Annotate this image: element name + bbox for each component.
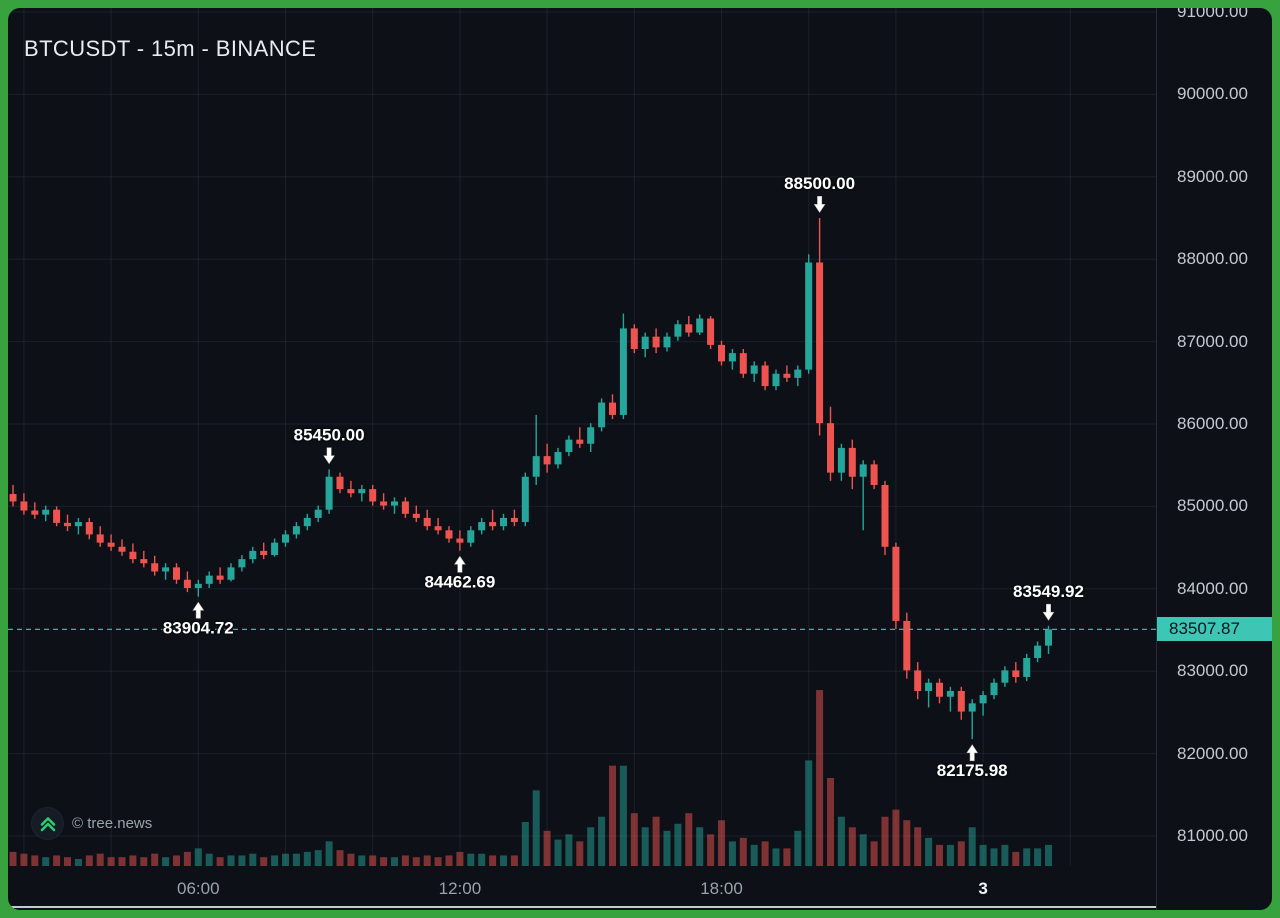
price-annotation: 88500.00	[782, 172, 857, 214]
price-tick-label: 91000.00	[1177, 8, 1248, 21]
chart-canvas[interactable]: 83904.72 85450.00 84462.69 88500.00 82175.98…	[8, 8, 1156, 866]
arrow-down-icon	[812, 195, 827, 214]
price-tick-label: 81000.00	[1177, 826, 1248, 845]
arrow-down-icon	[1041, 603, 1056, 622]
arrow-down-icon	[322, 446, 337, 466]
time-tick-label: 18:00	[700, 879, 743, 898]
time-tick-label: 3	[978, 879, 988, 898]
annotation-label: 85450.00	[294, 425, 365, 444]
chart-title: BTCUSDT - 15m - BINANCE	[24, 36, 317, 61]
arrow-up-icon	[452, 554, 467, 574]
annotation-label: 83904.72	[163, 619, 234, 638]
watermark: © tree.news	[32, 808, 152, 839]
arrow-up-icon	[965, 743, 980, 762]
candles-layer	[9, 218, 1052, 740]
price-tick-label: 85000.00	[1177, 496, 1248, 516]
last-price-badge: 83507.87	[1157, 617, 1272, 642]
price-tick-label: 88000.00	[1177, 249, 1248, 269]
price-tick-label: 84000.00	[1177, 578, 1248, 598]
price-tick-label: 87000.00	[1177, 331, 1248, 351]
price-annotation: 83549.92	[1011, 580, 1086, 622]
annotation-label: 88500.00	[784, 174, 855, 193]
annotations-layer: 83904.72 85450.00 84462.69 88500.00 82175.98…	[161, 172, 1086, 782]
price-tick-label: 89000.00	[1177, 166, 1248, 186]
time-tick-label: 12:00	[438, 879, 482, 898]
time-tick-label: 06:00	[177, 879, 220, 898]
price-axis[interactable]: 83507.87 91000.00 90000.00 89000.00 88000.0…	[1156, 8, 1272, 910]
price-tick-label: 83000.00	[1177, 661, 1248, 681]
chart-panel: 83904.72 85450.00 84462.69 88500.00 82175.98…	[8, 8, 1272, 910]
price-annotation: 85450.00	[292, 424, 366, 466]
chart-surface[interactable]: 83904.72 85450.00 84462.69 88500.00 82175.98…	[8, 8, 1156, 866]
grid-layer	[8, 8, 1156, 866]
watermark-text: © tree.news	[72, 815, 153, 832]
time-axis[interactable]: 06:00 12:00 18:00 3	[8, 866, 1156, 910]
price-tick-label: 82000.00	[1177, 743, 1248, 763]
annotation-label: 82175.98	[937, 761, 1008, 780]
annotation-label: 83549.92	[1013, 582, 1084, 601]
price-annotation: 82175.98	[935, 743, 1009, 782]
chart-bottom-border	[8, 906, 1156, 908]
price-annotation: 84462.69	[423, 554, 497, 593]
tree-news-logo-icon	[32, 808, 63, 839]
annotation-label: 84462.69	[424, 573, 495, 592]
volume-layer	[9, 690, 1052, 866]
price-tick-label: 90000.00	[1177, 84, 1248, 104]
price-tick-label: 86000.00	[1177, 414, 1248, 433]
arrow-up-icon	[191, 600, 206, 620]
price-annotation: 83904.72	[161, 600, 236, 639]
